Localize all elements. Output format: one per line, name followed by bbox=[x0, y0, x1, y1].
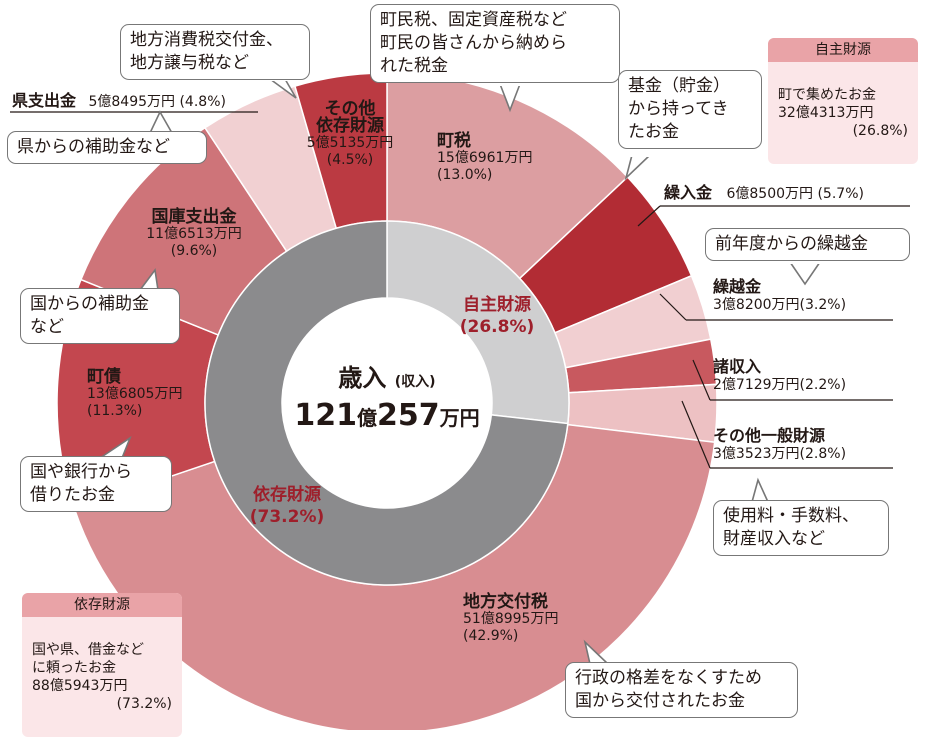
note-national: 国からの補助金 など bbox=[20, 288, 180, 344]
dependent-revenue-box: 依存財源 国や県、借金など に頼ったお金 88億5943万円 (73.2%) bbox=[22, 593, 182, 737]
dependent-revenue-box-header: 依存財源 bbox=[22, 593, 182, 617]
ext-label-transfer: 繰入金 6億8500万円 (5.7%) bbox=[664, 183, 864, 203]
slice-label-other-dependent: その他 依存財源 5億5135万円 (4.5%) bbox=[306, 99, 394, 169]
own-revenue-box: 自主財源 町で集めたお金 32億4313万円 (26.8%) bbox=[768, 38, 918, 164]
ext-label-other-general: その他一般財源 3億3523万円(2.8%) bbox=[713, 426, 847, 463]
dependent-revenue-box-pct: (73.2%) bbox=[116, 696, 172, 712]
slice-label-national: 国庫支出金 11億6513万円 (9.6%) bbox=[146, 207, 242, 260]
center-title-suffix: (収入) bbox=[394, 374, 436, 390]
dependent-revenue-box-body: 国や県、借金など に頼ったお金 88億5943万円 bbox=[32, 642, 144, 694]
own-revenue-box-header: 自主財源 bbox=[768, 38, 918, 62]
center-disc bbox=[282, 298, 492, 508]
own-revenue-box-pct: (26.8%) bbox=[852, 123, 908, 139]
note-town-tax: 町民税、固定資産税など 町民の皆さんから納めら れた税金 bbox=[370, 4, 620, 83]
leader-lines bbox=[10, 111, 910, 469]
note-bonds: 国や銀行から 借りたお金 bbox=[20, 456, 172, 512]
inner-slice-1 bbox=[204, 220, 569, 586]
inner-label-own: 自主財源 (26.8%) bbox=[459, 295, 535, 337]
slice-label-town-tax: 町税 15億6961万円 (13.0%) bbox=[437, 131, 533, 184]
center-title: 歳入 (収入) bbox=[338, 364, 436, 392]
ext-label-carryover: 繰越金 3億8200万円(3.2%) bbox=[713, 277, 847, 314]
note-carryover: 前年度からの繰越金 bbox=[705, 228, 910, 261]
note-grant-tax: 行政の格差をなくすため 国から交付されたお金 bbox=[565, 662, 798, 718]
inner-label-dependent: 依存財源 (73.2%) bbox=[249, 485, 325, 527]
note-misc: 使用料・手数料、 財産収入など bbox=[713, 500, 889, 556]
ext-label-prefectural: 県支出金 5億8495万円 (4.8%) bbox=[12, 91, 226, 111]
slice-label-bonds: 町債 13億6805万円 (11.3%) bbox=[87, 367, 183, 420]
note-other-dependent: 地方消費税交付金、 地方譲与税など bbox=[120, 24, 310, 80]
slice-label-grant-tax: 地方交付税 51億8995万円 (42.9%) bbox=[463, 592, 559, 645]
own-revenue-box-body: 町で集めたお金 32億4313万円 bbox=[778, 87, 876, 121]
inner-ring bbox=[204, 220, 570, 586]
note-fund: 基金（貯金） から持ってき たお金 bbox=[618, 70, 762, 149]
note-prefectural: 県からの補助金など bbox=[7, 131, 207, 164]
center-amount: 121億257万円 bbox=[294, 398, 480, 433]
center-total: 歳入 (収入) 121億257万円 bbox=[292, 363, 482, 439]
ext-label-misc-income: 諸収入 2億7129万円(2.2%) bbox=[713, 357, 847, 394]
